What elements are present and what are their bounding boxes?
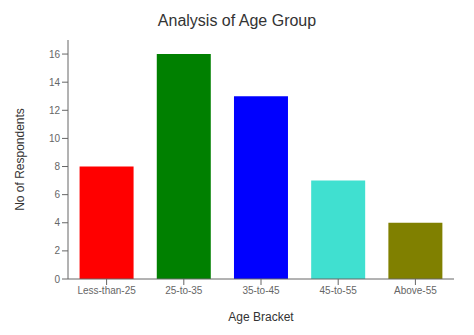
svg-text:25-to-35: 25-to-35 — [165, 285, 203, 296]
html-text:Analysis of Age Group: Analysis of Age Group — [157, 12, 317, 29]
svg-text:10: 10 — [49, 133, 61, 144]
svg-text:8: 8 — [54, 161, 60, 172]
svg-text:4: 4 — [54, 217, 60, 228]
svg-text:0: 0 — [54, 274, 60, 285]
svg-text:16: 16 — [49, 49, 61, 60]
svg-text:6: 6 — [54, 189, 60, 200]
svg-text:35-to-45: 35-to-45 — [242, 285, 280, 296]
svg-text:14: 14 — [49, 77, 61, 88]
svg-text:Age Bracket: Age Bracket — [228, 310, 294, 324]
svg-text:2: 2 — [54, 245, 60, 256]
svg-text:12: 12 — [49, 105, 61, 116]
svg-text:No of Respondents: No of Respondents — [13, 108, 27, 211]
svg-text:Less-than-25: Less-than-25 — [77, 285, 136, 296]
svg-text:45-to-55: 45-to-55 — [320, 285, 358, 296]
svg-text:Above-55: Above-55 — [394, 285, 437, 296]
